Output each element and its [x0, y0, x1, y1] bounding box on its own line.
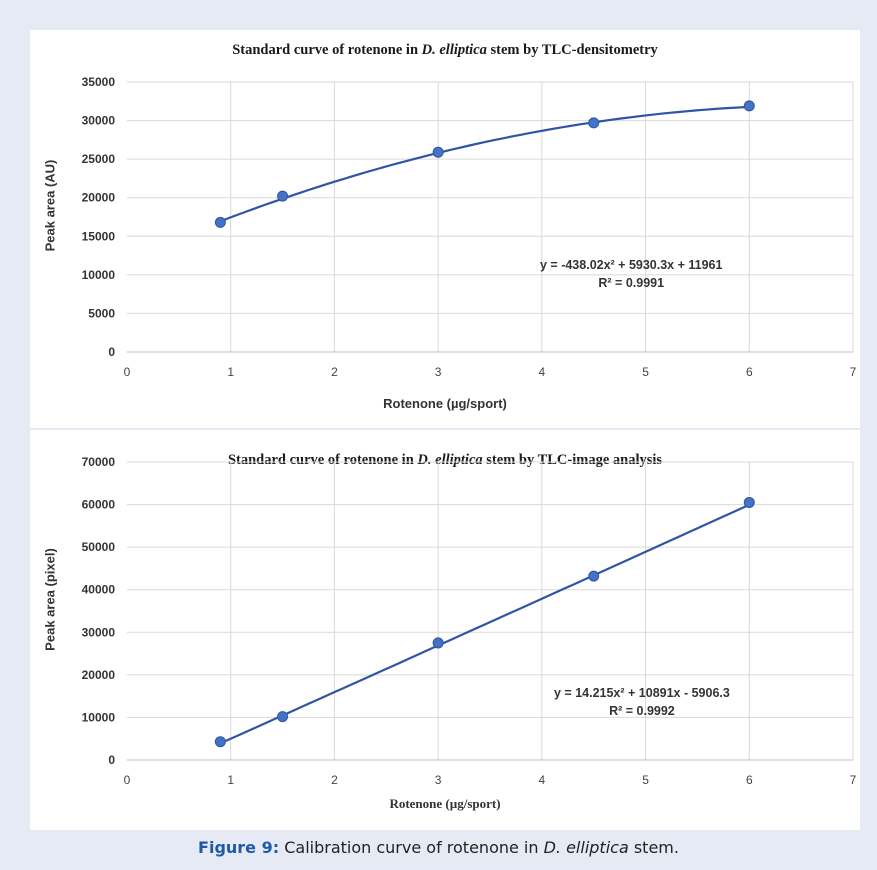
y-tick-label: 40000	[82, 583, 116, 597]
x-tick-label: 3	[435, 365, 442, 379]
x-tick-label: 0	[124, 773, 131, 787]
x-tick-label: 2	[331, 773, 338, 787]
chart-title: Standard curve of rotenone in D. ellipti…	[232, 42, 658, 58]
y-tick-label: 30000	[82, 114, 116, 128]
x-tick-label: 6	[746, 365, 753, 379]
equation-text: y = 14.215x² + 10891x - 5906.3	[554, 686, 730, 700]
data-point	[214, 216, 226, 228]
data-point	[743, 100, 755, 112]
data-point	[432, 146, 444, 158]
figure-label: Figure 9:	[198, 838, 280, 857]
y-tick-label: 30000	[82, 625, 116, 639]
data-point	[588, 570, 600, 582]
y-tick-label: 20000	[82, 668, 116, 682]
trendline	[219, 503, 750, 745]
trendline-equation: y = 14.215x² + 10891x - 5906.3 R² = 0.99…	[554, 684, 730, 720]
y-tick-label: 25000	[82, 152, 116, 166]
x-tick-label: 5	[642, 365, 649, 379]
y-tick-label: 15000	[82, 229, 116, 243]
x-tick-label: 4	[539, 365, 546, 379]
r-squared-text: R² = 0.9991	[598, 276, 665, 290]
trendline	[219, 105, 750, 223]
chart-panel-densitometry: Standard curve of rotenone in D. ellipti…	[30, 30, 860, 428]
x-tick-label: 5	[642, 773, 649, 787]
r-squared-text: R² = 0.9992	[609, 704, 675, 718]
y-tick-label: 60000	[82, 498, 116, 512]
chart-panel-image-analysis: Standard curve of rotenone in D. ellipti…	[30, 430, 860, 830]
y-tick-label: 10000	[82, 710, 116, 724]
data-point	[743, 496, 755, 508]
equation-text: y = -438.02x² + 5930.3x + 11961	[540, 258, 723, 272]
y-tick-label: 70000	[82, 455, 116, 469]
x-tick-label: 1	[227, 365, 234, 379]
trendline-equation: y = -438.02x² + 5930.3x + 11961 R² = 0.9…	[540, 256, 722, 292]
chart-title: Standard curve of rotenone in D. ellipti…	[227, 452, 663, 468]
x-axis-label: Rotenone (µg/sport)	[389, 796, 501, 811]
x-tick-label: 7	[850, 773, 857, 787]
y-tick-label: 0	[108, 753, 115, 767]
figure-caption: Figure 9: Calibration curve of rotenone …	[198, 838, 679, 857]
x-tick-label: 2	[331, 365, 338, 379]
x-tick-label: 3	[435, 773, 442, 787]
y-tick-label: 50000	[82, 540, 116, 554]
data-point	[588, 117, 600, 129]
data-point	[277, 711, 289, 723]
y-tick-label: 10000	[82, 268, 116, 282]
x-tick-label: 7	[850, 365, 857, 379]
data-point	[432, 637, 444, 649]
y-axis-label: Peak area (AU)	[42, 159, 58, 252]
data-point	[277, 190, 289, 202]
x-axis-label: Rotenone (µg/sport)	[383, 396, 507, 411]
x-tick-label: 0	[124, 365, 131, 379]
y-tick-label: 5000	[88, 306, 115, 320]
chart-plot-densitometry: 0 1 2 3 4 5 6 7 0 5000 10000 15000 20000 25000 30000 35…	[82, 75, 857, 379]
x-tick-label: 1	[227, 773, 234, 787]
x-tick-label: 4	[539, 773, 546, 787]
x-tick-label: 6	[746, 773, 753, 787]
y-tick-label: 20000	[82, 191, 116, 205]
y-tick-label: 35000	[82, 75, 116, 89]
chart-plot-image-analysis: 0 1 2 3 4 5 6 7 0 10000 20000 30000 40000 50000 60000 7…	[82, 455, 857, 787]
y-tick-label: 0	[108, 345, 115, 359]
data-point	[214, 736, 226, 748]
y-axis-label: Peak area (pixel)	[42, 548, 58, 651]
